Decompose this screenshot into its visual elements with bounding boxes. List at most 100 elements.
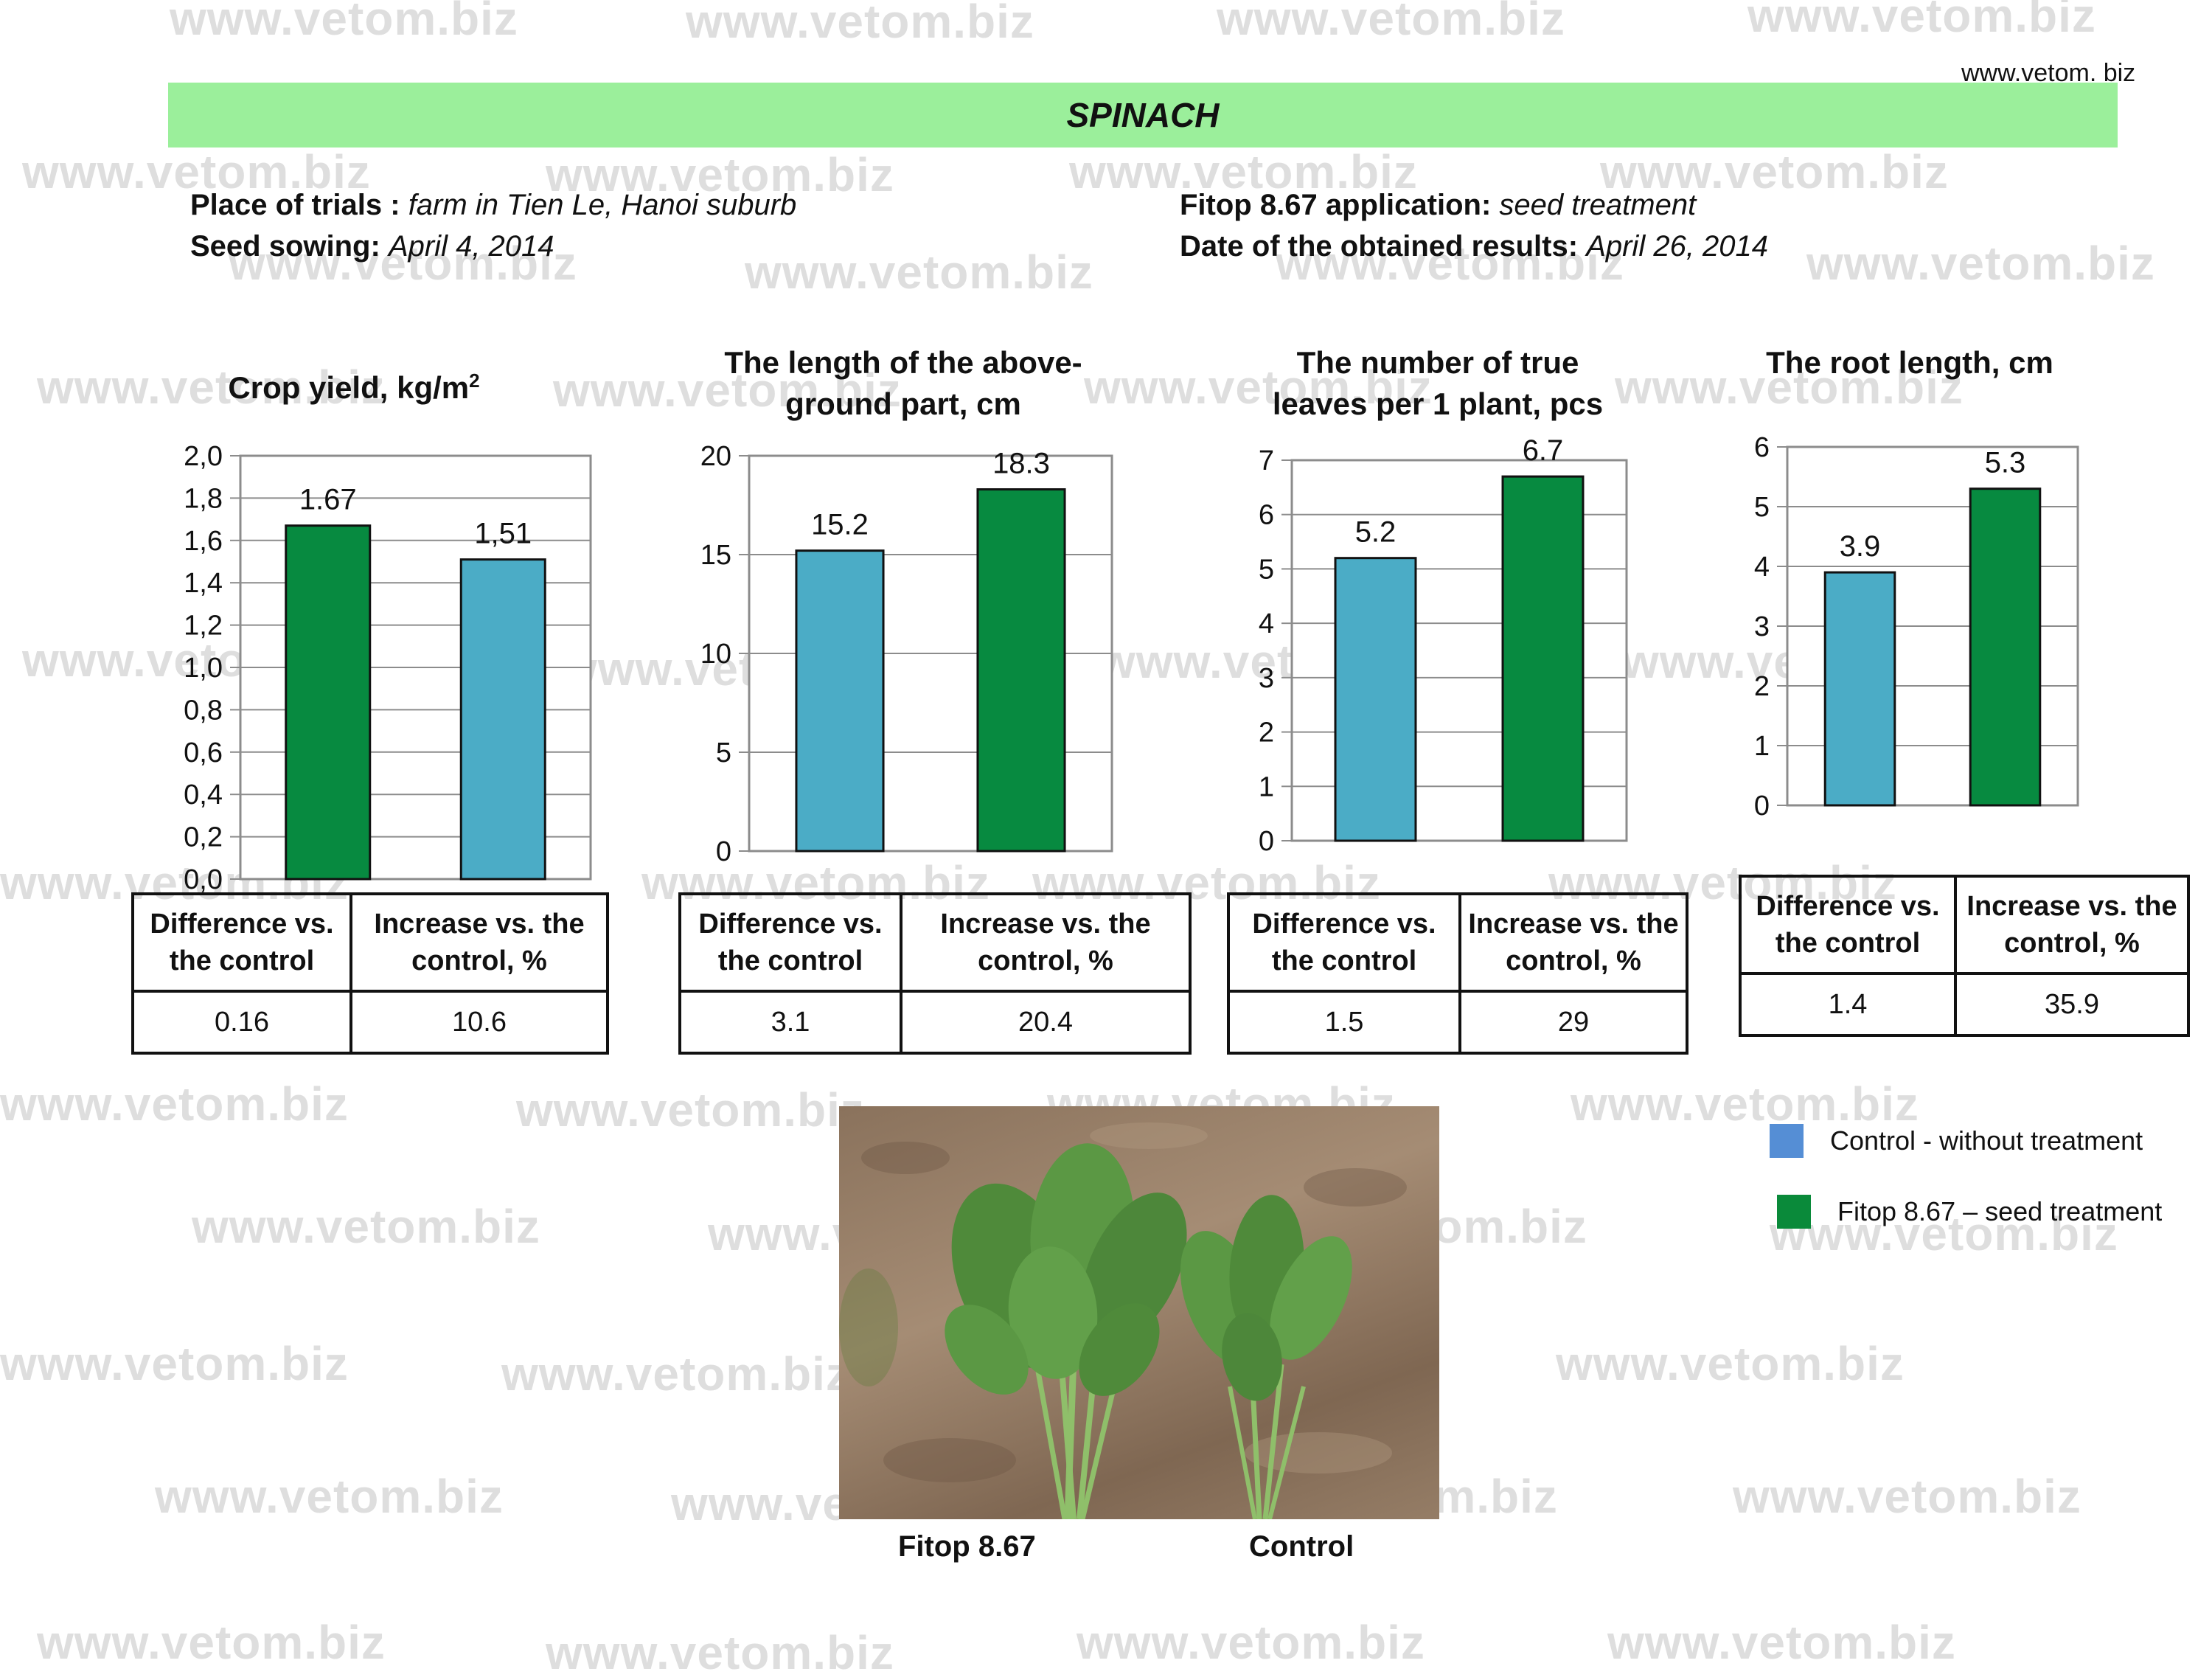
table-header-increase: Increase vs. the control, % (1954, 875, 2190, 975)
control-plant (1180, 1195, 1352, 1519)
y-tick-label: 7 (1259, 445, 1274, 476)
watermark-text: www.vetom.biz (1571, 1077, 1919, 1131)
y-tick-label: 15 (700, 540, 731, 571)
title-band: SPINACH (168, 83, 2118, 147)
bar (976, 488, 1066, 853)
chart-4-title: The root length, cm (1766, 345, 2053, 380)
y-tick-label: 3 (1754, 611, 1770, 642)
y-tick-label: 0 (716, 836, 731, 867)
y-tick-label: 4 (1259, 608, 1274, 639)
table-header-increase: Increase vs. the control, % (1458, 892, 1688, 993)
table-header-difference: Difference vs. the control (131, 892, 352, 993)
application-value: seed treatment (1499, 189, 1697, 221)
y-tick-label: 6 (1259, 500, 1274, 531)
y-tick-label: 20 (700, 441, 731, 472)
bar (1969, 487, 2042, 807)
place-line: Place of trials : farm in Tien Le, Hanoi… (190, 184, 796, 226)
legend-item-control: Control - without treatment (1770, 1124, 2143, 1158)
watermark-text: www.vetom.biz (1556, 1337, 1905, 1390)
photo-caption-bar (839, 1519, 1439, 1580)
table-header-increase: Increase vs. the control, % (900, 892, 1192, 993)
watermark-text: www.vetom.biz (501, 1347, 850, 1400)
y-tick-label: 4 (1754, 552, 1770, 583)
data-label: 5.2 (1355, 516, 1397, 549)
chart-3-stats-table: Difference vs. the control Increase vs. … (1227, 892, 1688, 1055)
y-tick-label: 1,2 (184, 611, 223, 642)
chart-2-title: The length of the above-ground part, cm (724, 345, 1082, 421)
bar (795, 549, 885, 853)
info-right: Fitop 8.67 application: seed treatment D… (1180, 184, 1768, 267)
y-tick-label: 0,8 (184, 695, 223, 726)
place-label: Place of trials : (190, 189, 400, 221)
data-label: 1,51 (474, 518, 532, 550)
info-left: Place of trials : farm in Tien Le, Hanoi… (190, 184, 796, 267)
watermark-text: www.vetom.biz (516, 1083, 865, 1136)
data-label: 5.3 (1985, 447, 2026, 479)
chart-4-root-length: 0 1 2 3 4 5 6 3.9 5.3 (1754, 432, 2079, 822)
data-label: 3.9 (1840, 530, 1881, 563)
chart-4-stats-table: Difference vs. the control Increase vs. … (1739, 875, 2190, 1037)
results-line: Date of the obtained results: April 26, … (1180, 226, 1768, 267)
watermark-text: www.vetom.biz (0, 1337, 349, 1390)
watermark-text: www.vetom.biz (192, 1200, 540, 1253)
legend-item-fitop: Fitop 8.67 – seed treatment (1777, 1195, 2162, 1229)
legend-swatch-control (1770, 1124, 1804, 1158)
y-tick-label: 1,0 (184, 653, 223, 684)
y-tick-label: 0 (1259, 826, 1274, 857)
table-header-difference: Difference vs. the control (678, 892, 902, 993)
data-label: 6.7 (1523, 434, 1564, 467)
bar (1501, 475, 1585, 842)
place-value: farm in Tien Le, Hanoi suburb (408, 189, 797, 221)
watermark-text: www.vetom.biz (1607, 1616, 1956, 1669)
y-tick-label: 1 (1259, 771, 1274, 802)
legend-label-control: Control - without treatment (1830, 1125, 2143, 1156)
y-tick-label: 6 (1754, 432, 1770, 463)
fitop-plant (945, 1143, 1187, 1519)
table-cell-increase: 35.9 (1954, 972, 2190, 1037)
bar (459, 558, 546, 881)
y-tick-label: 5 (1259, 554, 1274, 585)
y-tick-label: 0,0 (184, 864, 223, 895)
table-cell-difference: 1.4 (1739, 972, 1957, 1037)
legend-label-fitop: Fitop 8.67 – seed treatment (1837, 1196, 2163, 1226)
results-label: Date of the obtained results: (1180, 230, 1579, 263)
table-cell-increase: 10.6 (349, 990, 609, 1055)
page-title: SPINACH (1066, 96, 1220, 134)
photo-caption-control: Control (1249, 1530, 1354, 1563)
application-line: Fitop 8.67 application: seed treatment (1180, 184, 1768, 226)
table-cell-difference: 3.1 (678, 990, 902, 1055)
y-tick-label: 1,4 (184, 568, 223, 599)
y-tick-label: 0,2 (184, 822, 223, 853)
y-tick-label: 0,4 (184, 780, 223, 811)
y-tick-label: 2 (1754, 671, 1770, 702)
y-tick-label: 2 (1259, 718, 1274, 749)
site-url: www.vetom. biz (1961, 59, 2136, 87)
results-value: April 26, 2014 (1586, 230, 1769, 263)
watermark-text: www.vetom.biz (0, 1077, 349, 1131)
table-cell-increase: 29 (1458, 990, 1688, 1055)
table-cell-increase: 20.4 (900, 990, 1192, 1055)
legend-swatch-fitop (1777, 1195, 1811, 1229)
y-tick-label: 2,0 (184, 441, 223, 472)
chart-1-title-text: Crop yield, kg/m (228, 370, 470, 405)
watermark-text: www.vetom.biz (37, 1616, 386, 1669)
y-tick-label: 1 (1754, 731, 1770, 762)
y-tick-label: 1,6 (184, 526, 223, 557)
watermark-text: www.vetom.biz (546, 1626, 894, 1679)
y-tick-label: 5 (716, 737, 731, 768)
y-tick-label: 1,8 (184, 483, 223, 514)
chart-1-crop-yield: 0,0 0,2 0,4 0,6 0,8 1,0 1,2 1,4 1,6 1,8 2,0 1.67 1,5… (184, 441, 592, 895)
watermark-text: www.vetom.biz (155, 1470, 504, 1523)
table-cell-difference: 0.16 (131, 990, 352, 1055)
chart-1-title: Crop yield, kg/m2 (170, 360, 538, 409)
data-label: 1.67 (299, 484, 357, 516)
photo-plants-illustration (839, 1122, 1407, 1519)
bar (285, 524, 372, 881)
chart-3-true-leaves: 0 1 2 3 4 5 6 7 5.2 6.7 (1259, 434, 1628, 857)
y-tick-label: 0,6 (184, 737, 223, 768)
y-tick-label: 0 (1754, 791, 1770, 822)
table-header-difference: Difference vs. the control (1739, 875, 1957, 975)
bar (1334, 557, 1417, 842)
chart-1-title-sup: 2 (469, 369, 480, 392)
photo-caption-fitop: Fitop 8.67 (898, 1530, 1036, 1563)
